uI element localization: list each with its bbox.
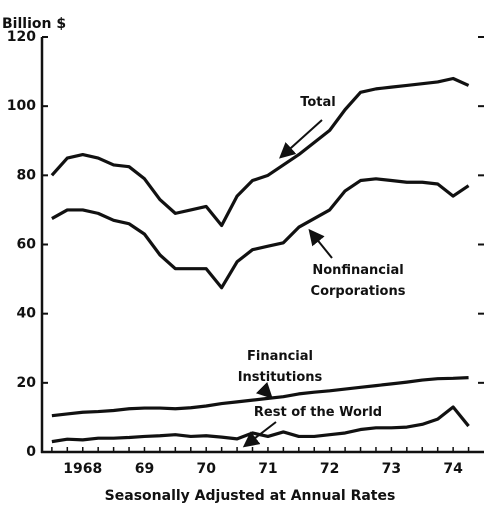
y-tick-label: 40 <box>17 306 37 322</box>
x-tick-label: 73 <box>382 461 401 477</box>
y-tick-label: 0 <box>26 444 36 460</box>
x-tick-label: 1968 <box>63 461 102 477</box>
y-axis-label: Billion $ <box>2 16 66 32</box>
series-line <box>51 405 470 444</box>
x-tick-label: 74 <box>443 461 463 477</box>
x-tick-label: 70 <box>196 461 216 477</box>
x-tick-label: 69 <box>135 461 154 477</box>
arrow <box>279 119 323 159</box>
x-tick-label: 71 <box>258 461 277 477</box>
arrow <box>255 381 273 399</box>
y-tick-label: 100 <box>7 98 36 114</box>
series-label: Rest of the World <box>253 405 383 420</box>
series-line <box>50 76 470 228</box>
y-tick-label: 60 <box>17 237 37 253</box>
x-tick-label: 72 <box>320 461 339 477</box>
arrow <box>308 228 333 259</box>
x-axis-label: Seasonally Adjusted at Annual Rates <box>105 488 396 504</box>
series-label: Total <box>300 95 336 110</box>
series-line <box>51 177 470 290</box>
y-tick-label: 120 <box>7 29 36 45</box>
series-line <box>51 376 469 418</box>
series-label: Nonfinancial Corporations <box>310 263 406 299</box>
y-tick-label: 20 <box>17 375 37 391</box>
series-label: Financial Institutions <box>237 349 323 385</box>
y-tick-label: 80 <box>17 167 37 183</box>
